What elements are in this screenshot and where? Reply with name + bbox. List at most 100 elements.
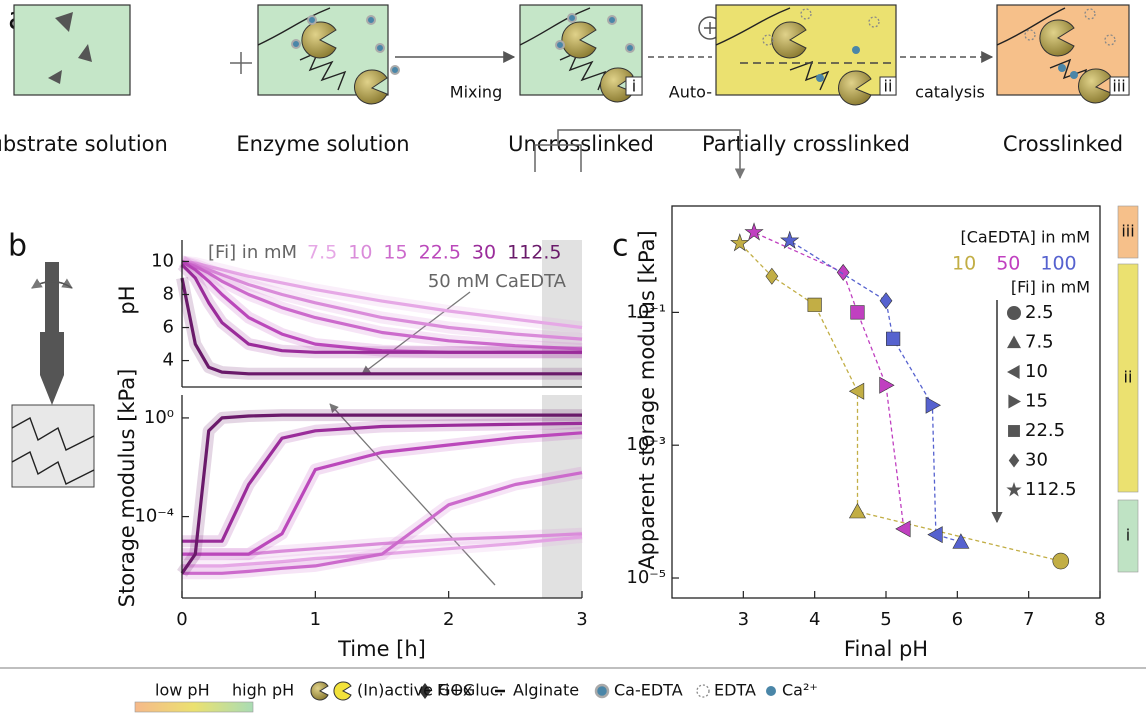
axis-title: pH <box>115 285 139 314</box>
stage-block <box>1117 263 1139 493</box>
x-tick-label: 5 <box>880 609 891 630</box>
legend-marker <box>1007 306 1021 320</box>
stage-tag: iii <box>1112 77 1125 96</box>
axis-title: Final pH <box>844 637 928 661</box>
y-tick-label: 10⁻³ <box>626 434 666 455</box>
y-tick-label: 8 <box>163 284 174 305</box>
legend-label: 22.5 <box>1025 420 1065 441</box>
schematic <box>13 4 1130 106</box>
point <box>879 376 895 394</box>
legend-label: Ca²⁺ <box>782 681 818 700</box>
line <box>182 431 583 556</box>
legend-entry: 50 <box>996 253 1020 275</box>
point <box>952 533 970 549</box>
legend-label: EDTA <box>714 681 756 700</box>
point <box>730 233 750 252</box>
y-tick-label: 10⁻⁵ <box>626 567 666 588</box>
line <box>182 535 583 568</box>
rheometer-icon <box>11 262 95 488</box>
legend-marker <box>1008 425 1020 437</box>
point <box>765 267 779 285</box>
point <box>886 331 901 346</box>
legend-label: 15 <box>1025 391 1048 412</box>
legend-label: Fi+Gluc. <box>437 681 504 700</box>
x-tick-label: 4 <box>809 609 820 630</box>
point <box>780 230 800 249</box>
line <box>180 413 582 575</box>
legend-label: Alginate <box>513 681 579 700</box>
line <box>181 259 583 330</box>
x-tick-label: 0 <box>176 609 187 630</box>
dashed-line <box>739 242 1061 562</box>
dashed-line <box>789 240 962 543</box>
axis-title: Time [h] <box>337 637 426 661</box>
point <box>895 520 911 538</box>
point <box>848 382 865 400</box>
annotation-arrow <box>329 403 496 586</box>
stage-block <box>1117 499 1139 573</box>
y-tick-label: 10⁰ <box>144 407 174 428</box>
legend-icons <box>310 681 776 701</box>
x-tick-label: 8 <box>1094 609 1105 630</box>
legend-marker <box>1008 394 1021 409</box>
line <box>182 471 583 575</box>
legend-label: Ca-EDTA <box>614 681 683 700</box>
y-tick-label: 4 <box>163 350 174 371</box>
y-tick-label: 6 <box>163 317 174 338</box>
legend-label: (In)active GOx <box>357 681 473 700</box>
stage-label: i <box>1126 526 1130 545</box>
stage-label: iii <box>1121 222 1134 241</box>
point <box>850 305 865 320</box>
line <box>181 259 583 351</box>
stage-tag: ii <box>884 77 893 96</box>
legend-label: 7.5 <box>1025 332 1054 353</box>
connector <box>534 129 740 178</box>
point <box>807 297 822 312</box>
point <box>836 263 850 281</box>
point <box>927 526 943 544</box>
x-tick-label: 3 <box>738 609 749 630</box>
stage-block <box>1117 205 1139 259</box>
x-tick-label: 1 <box>310 609 321 630</box>
point <box>1052 552 1070 570</box>
legend-marker <box>1007 365 1020 379</box>
legend-title: [CaEDTA] in mM <box>960 228 1090 247</box>
arrow-label: Mixing <box>450 83 502 102</box>
x-tick-label: 3 <box>576 609 587 630</box>
legend-marker <box>1006 481 1022 497</box>
legend-label: 30 <box>1025 450 1048 471</box>
caption: Crosslinked <box>1003 132 1123 156</box>
x-tick-label: 6 <box>952 609 963 630</box>
legend-entry: 100 <box>1040 253 1076 275</box>
ph-gradient <box>134 701 254 713</box>
legend-label: high pH <box>232 681 294 700</box>
legend-entry: 112.5 <box>507 242 561 264</box>
highlight-band <box>542 395 582 598</box>
legend-entry: 22.5 <box>419 242 461 264</box>
legend-label: low pH <box>155 681 210 700</box>
x-tick-label: 7 <box>1023 609 1034 630</box>
legend-entry: 10 <box>348 242 372 264</box>
highlight-band <box>542 240 582 387</box>
x-tick-label: 2 <box>443 609 454 630</box>
caption: Enzyme solution <box>236 132 409 156</box>
caption: Substrate solution <box>0 132 168 156</box>
legend-title: [Fi] in mM <box>208 242 297 263</box>
annotation: 50 mM CaEDTA <box>428 271 567 292</box>
legend-marker <box>1008 453 1020 468</box>
stage-tag: i <box>632 77 636 96</box>
line <box>182 421 583 543</box>
line <box>180 263 582 354</box>
y-tick-label: 10⁻¹ <box>626 301 666 322</box>
line <box>180 277 582 376</box>
point <box>744 222 764 241</box>
legend-entry: 30 <box>472 242 496 264</box>
point <box>879 292 893 310</box>
legend-title: [Fi] in mM <box>1011 278 1090 297</box>
caption: Partially crosslinked <box>702 132 910 156</box>
annotation-arrow <box>361 291 471 375</box>
point <box>848 502 866 519</box>
stage-label: ii <box>1124 368 1133 387</box>
y-tick-label: 10 <box>151 250 174 271</box>
